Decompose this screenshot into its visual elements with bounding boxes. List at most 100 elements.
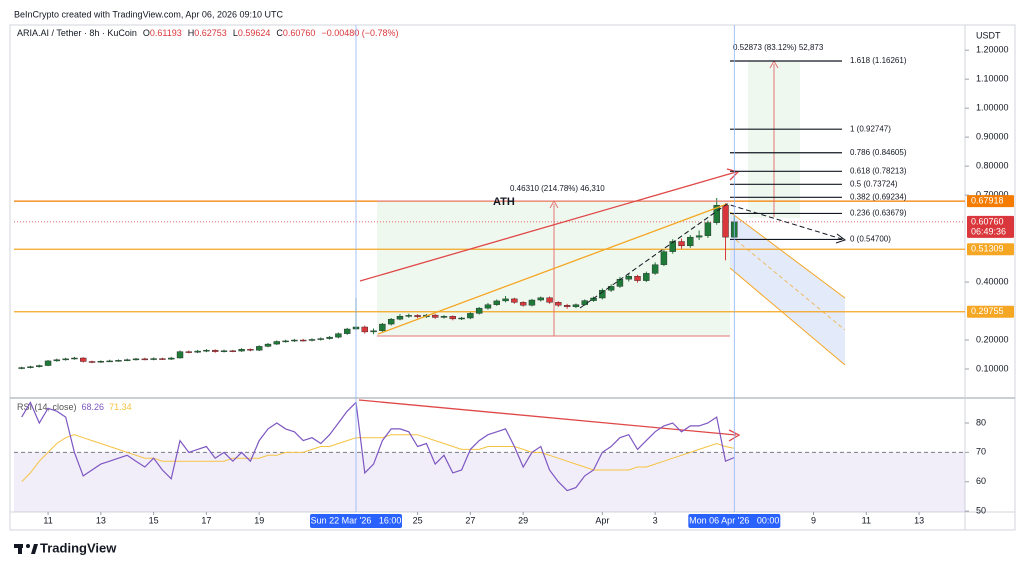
rsi-legend-value: 68.26 [82, 402, 105, 412]
fib-label: 0.236 (0.63679) [850, 209, 907, 218]
x-tick-label: 11 [43, 515, 52, 525]
watermark: TradingView [40, 540, 117, 555]
legend-symbol: ARIA.AI / Tether · 8h · KuCoin [17, 28, 137, 38]
x-tick-label: 25 [413, 515, 423, 525]
price-tag [967, 243, 1014, 256]
price-tag-label: 0.67918 [971, 196, 1004, 206]
candle-body [141, 358, 149, 361]
candles [18, 198, 738, 370]
y-tick-label: 1.10000 [976, 74, 1009, 84]
legend-value: 0.59624 [238, 28, 271, 38]
candle-body [572, 304, 580, 307]
legend-value: 0.61193 [150, 28, 182, 38]
channel-line [729, 267, 846, 366]
channel-line [729, 211, 846, 299]
candle-body [643, 273, 650, 281]
logo: TradingView [14, 540, 117, 555]
legend-change: −0.00480 (−0.78%) [321, 28, 398, 38]
fib-label: 0.786 (0.84605) [850, 148, 907, 157]
fib-label: 0.618 (0.78213) [850, 166, 907, 175]
y-tick-label: 0.80000 [976, 161, 1009, 171]
y-tick-label: 80 [976, 417, 986, 427]
channel-mid [735, 239, 846, 331]
x-tick-label: 15 [149, 515, 159, 525]
rsi-line [21, 401, 735, 492]
candle-body [282, 340, 289, 343]
candle-body [449, 316, 456, 320]
candle-body [97, 360, 105, 363]
candle-body [722, 205, 729, 238]
measure-arrowhead [549, 199, 559, 209]
candle-body [203, 349, 210, 352]
candle-body [493, 300, 500, 305]
price-tag [967, 215, 1014, 238]
ath-label: ATH [493, 196, 515, 208]
x-tick-label: 11 [862, 515, 871, 525]
candle-body [414, 315, 421, 318]
crosshair-label-bg [688, 514, 781, 528]
candle-body [36, 365, 43, 367]
crosshair-label-bg [309, 514, 402, 528]
candle-body [660, 251, 668, 265]
price-tag [967, 195, 1014, 208]
price-tag [967, 305, 1014, 318]
x-tick-label: 13 [914, 515, 924, 525]
crosshair-label: Sun 22 Mar '26 16:00 [311, 515, 402, 525]
candle-body [264, 343, 272, 347]
candle-body [563, 305, 571, 307]
candle-body [370, 330, 377, 333]
fib-label: 0.382 (0.69234) [850, 192, 907, 201]
price-tag-label: 0.29755 [971, 306, 1004, 316]
price-countdown: 06:49:36 [971, 226, 1006, 236]
logo-mark [31, 544, 38, 554]
price-tag-label: 0.51309 [971, 244, 1004, 254]
candle-body [247, 349, 254, 351]
candle-body [687, 236, 694, 247]
fib-label: 1 (0.92747) [850, 124, 891, 133]
divergence-arrowhead [728, 429, 741, 442]
candle-body [212, 349, 219, 352]
trend-arrowhead [726, 168, 740, 181]
candle-body [71, 357, 78, 360]
legend-key: O [143, 28, 150, 38]
candle-body [238, 349, 245, 352]
y-tick-label: 1.00000 [976, 103, 1009, 113]
candle-body [44, 360, 52, 366]
candle-body [431, 314, 439, 318]
legend-value: 0.60760 [283, 28, 316, 38]
trend-arrow [359, 171, 737, 282]
candle-body [308, 339, 316, 341]
candle-body [132, 358, 140, 361]
candle-body [519, 302, 527, 306]
measure-label: 0.52873 (83.12%) 52,873 [733, 43, 824, 52]
candle-body [511, 298, 518, 303]
fib-label: 1.618 (1.16261) [850, 56, 907, 65]
candle-body [458, 317, 465, 320]
candle-body [555, 302, 562, 306]
candle-body [300, 339, 307, 342]
candle-body [405, 315, 412, 317]
logo-mark [26, 544, 30, 548]
candle-body [537, 297, 544, 301]
candle-body [291, 339, 298, 342]
rsi-legend-value: 71.34 [109, 402, 132, 412]
legend-value: 0.62753 [194, 28, 227, 38]
candle-body [475, 307, 483, 314]
candle-body [53, 359, 61, 362]
candle-body [168, 357, 175, 360]
candle-body [124, 359, 131, 361]
candle-body [343, 328, 351, 334]
candle-body [176, 351, 184, 359]
x-tick-label: 27 [465, 515, 475, 525]
candle-body [62, 358, 69, 361]
candle-body [528, 299, 536, 306]
frame [9, 24, 1016, 531]
candle-body [625, 276, 632, 280]
fib-label: 0.5 (0.73724) [850, 179, 898, 188]
candle-body [484, 304, 492, 309]
crosshair-label: Mon 06 Apr '26 00:00 [689, 515, 779, 525]
candle-body [704, 222, 712, 236]
candle-body [150, 358, 157, 360]
